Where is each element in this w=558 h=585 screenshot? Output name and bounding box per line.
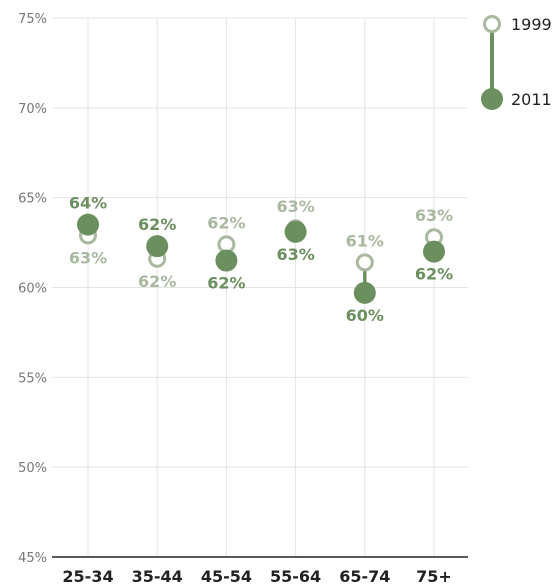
point-2011: [215, 249, 238, 272]
data-label-2011: 62%: [138, 215, 176, 234]
data-label-2011: 62%: [415, 265, 453, 284]
x-tick-label: 45-54: [201, 567, 252, 585]
legend-marker-1999: [483, 15, 501, 33]
y-tick-label: 55%: [18, 371, 47, 386]
y-tick-label: 75%: [18, 12, 47, 27]
data-label-1999: 61%: [346, 231, 384, 250]
legend-label-1999: 1999: [511, 15, 552, 34]
point-2011: [353, 281, 376, 304]
data-label-2011: 63%: [276, 245, 314, 264]
y-tick-label: 45%: [18, 551, 47, 566]
data-label-1999: 62%: [207, 213, 245, 232]
point-2011: [423, 240, 445, 263]
y-tick-label: 70%: [18, 102, 47, 117]
x-tick-label: 65-74: [339, 567, 390, 585]
legend-marker-2011: [481, 88, 503, 110]
data-label-1999: 63%: [69, 248, 107, 267]
y-tick-label: 50%: [18, 461, 47, 476]
point-2011: [284, 220, 307, 243]
y-tick-label: 65%: [18, 192, 47, 207]
point-1999: [355, 253, 374, 272]
point-2011: [146, 235, 169, 258]
x-tick-label: 25-34: [62, 567, 113, 585]
data-label-2011: 64%: [69, 194, 107, 213]
data-label-1999: 62%: [138, 272, 176, 291]
x-tick-label: 75+: [416, 567, 452, 585]
data-label-2011: 62%: [207, 274, 245, 293]
legend-label-2011: 2011: [511, 90, 552, 109]
y-tick-label: 60%: [18, 282, 47, 297]
x-tick-label: 35-44: [132, 567, 183, 585]
x-tick-label: 55-64: [270, 567, 321, 585]
data-label-1999: 63%: [415, 206, 453, 225]
point-2011: [77, 213, 99, 236]
data-label-1999: 63%: [276, 197, 314, 216]
data-label-2011: 60%: [346, 306, 384, 325]
